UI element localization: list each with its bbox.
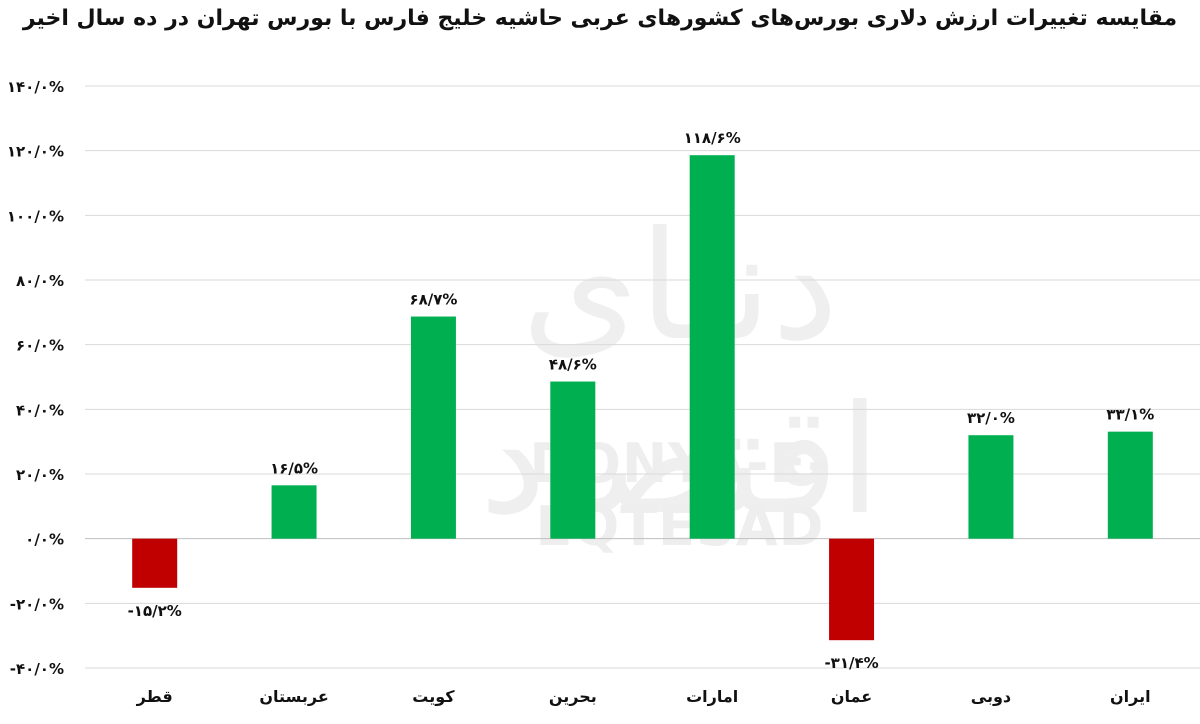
data-label: -۱۵/۲% (128, 602, 182, 620)
x-tick-label: دوبی (971, 687, 1011, 706)
data-label: ۱۱۸/۶% (684, 129, 741, 147)
y-tick-label: ۱۲۰/۰% (7, 143, 64, 161)
bar (410, 316, 456, 539)
watermark-persian: دنیای اقتصاد (479, 200, 881, 548)
y-tick-label: -۴۰/۰% (10, 660, 64, 678)
chart-title: مقایسه تغییرات ارزش دلاری بورس‌های کشوره… (22, 6, 1178, 31)
y-tick-label: ۱۰۰/۰% (7, 207, 64, 225)
bar (550, 381, 596, 539)
data-label: ۳۲/۰% (967, 409, 1015, 427)
data-label: ۴۸/۶% (549, 356, 597, 374)
y-tick-label: ۱۴۰/۰% (7, 78, 64, 96)
data-label: ۶۸/۷% (409, 291, 457, 309)
bar (968, 435, 1014, 539)
x-tick-label: بحرین (549, 687, 597, 706)
x-tick-label: عمان (831, 687, 872, 706)
x-tick-label: امارات (686, 687, 738, 706)
bar (1107, 431, 1153, 539)
bar (689, 155, 735, 539)
y-tick-label: -۲۰/۰% (10, 595, 64, 613)
data-label: -۳۱/۴% (824, 654, 878, 672)
data-label: ۱۶/۵% (270, 459, 318, 477)
data-label: ۳۳/۱% (1106, 406, 1154, 424)
x-tick-label: کویت (412, 687, 455, 706)
y-tick-label: ۸۰/۰% (16, 272, 64, 290)
x-tick-label: ایران (1110, 687, 1151, 706)
bar (271, 485, 317, 539)
y-tick-label: ۲۰/۰% (16, 466, 64, 484)
bar (829, 538, 875, 641)
bar (132, 538, 178, 588)
y-tick-label: ۶۰/۰% (16, 337, 64, 355)
y-tick-label: ۰/۰% (25, 531, 64, 549)
y-tick-label: ۴۰/۰% (16, 401, 64, 419)
x-tick-label: عربستان (259, 687, 328, 706)
x-tick-label: قطر (136, 687, 173, 706)
